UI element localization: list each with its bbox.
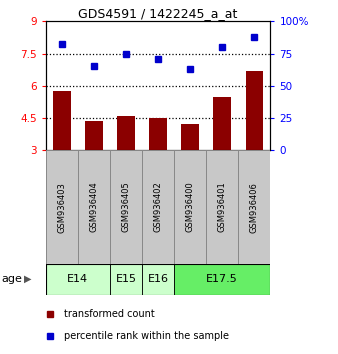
Text: GSM936401: GSM936401 xyxy=(218,182,227,233)
Bar xyxy=(206,150,238,264)
Bar xyxy=(213,97,231,150)
Bar xyxy=(85,121,103,150)
Bar xyxy=(149,118,167,150)
Text: GSM936404: GSM936404 xyxy=(89,182,98,233)
Text: GSM936402: GSM936402 xyxy=(153,182,163,233)
Bar xyxy=(53,91,71,150)
Bar xyxy=(245,71,263,150)
Text: E16: E16 xyxy=(147,274,169,284)
Text: E17.5: E17.5 xyxy=(207,274,238,284)
Title: GDS4591 / 1422245_a_at: GDS4591 / 1422245_a_at xyxy=(78,7,238,20)
Bar xyxy=(110,264,142,295)
Bar xyxy=(181,124,199,150)
Bar xyxy=(174,264,270,295)
Text: GSM936405: GSM936405 xyxy=(121,182,130,233)
Text: E15: E15 xyxy=(115,274,137,284)
Bar xyxy=(142,264,174,295)
Bar xyxy=(142,150,174,264)
Bar xyxy=(238,150,270,264)
Text: GSM936406: GSM936406 xyxy=(250,182,259,233)
Bar xyxy=(174,150,206,264)
Text: percentile rank within the sample: percentile rank within the sample xyxy=(64,331,228,342)
Text: GSM936403: GSM936403 xyxy=(57,182,66,233)
Text: age: age xyxy=(2,274,23,284)
Bar xyxy=(46,264,110,295)
Text: E14: E14 xyxy=(67,274,88,284)
Bar xyxy=(46,150,78,264)
Text: GSM936400: GSM936400 xyxy=(186,182,195,233)
Text: ▶: ▶ xyxy=(24,274,32,284)
Bar xyxy=(78,150,110,264)
Bar xyxy=(117,116,135,150)
Bar xyxy=(110,150,142,264)
Text: transformed count: transformed count xyxy=(64,309,154,320)
